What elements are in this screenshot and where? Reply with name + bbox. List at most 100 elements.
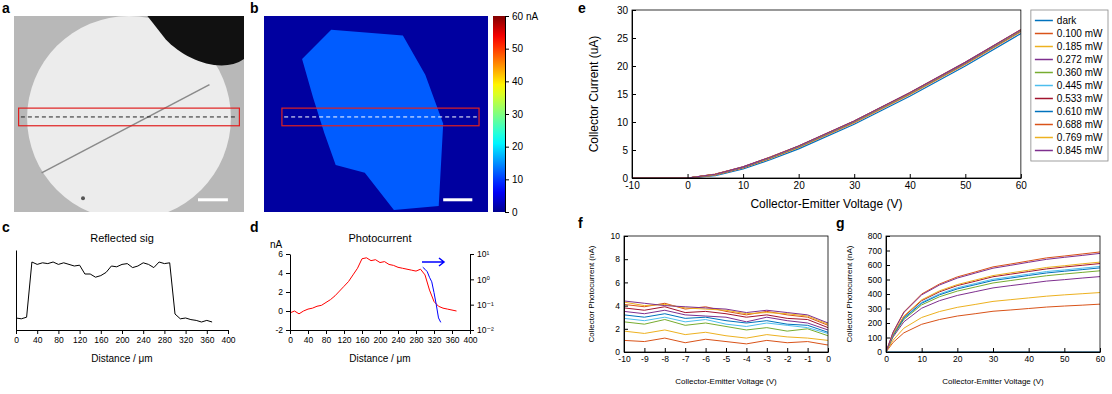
- colorbar: [493, 16, 505, 212]
- tick-mark: [632, 178, 636, 179]
- x-axis-title: Collector-Emitter Voltage (V): [675, 377, 777, 386]
- series-line: [290, 258, 457, 314]
- tick-mark: [1100, 348, 1101, 352]
- tick-mark: [854, 174, 855, 178]
- tick: 6: [278, 249, 290, 259]
- panel: 04080120160200240280320360400-2024610⁻²1…: [270, 232, 494, 364]
- tick: 320: [427, 330, 441, 345]
- tick-label: 2: [615, 324, 620, 334]
- tick: 50: [960, 174, 972, 191]
- y-axis: 0100200300400500600700800: [868, 231, 890, 357]
- tick: 10⁻¹: [470, 300, 494, 310]
- tick: 160: [355, 330, 369, 345]
- plot-area: [290, 258, 457, 323]
- tick-label: 120: [73, 335, 87, 345]
- tick-mark: [726, 348, 727, 352]
- panel: 01020304050600100200300400500600700800Co…: [845, 231, 1105, 386]
- tick: 100: [868, 333, 890, 343]
- tick: -7: [682, 348, 690, 364]
- x-axis-title: Collector-Emitter Voltage (V): [942, 377, 1044, 386]
- map-background: [264, 16, 488, 212]
- axis-line: [470, 255, 471, 331]
- tick-mark: [886, 323, 890, 324]
- tick-label: -9: [641, 354, 649, 364]
- tick: 10⁰: [470, 275, 490, 285]
- legend-label: 0.445 mW: [1057, 80, 1103, 91]
- legend-label: 0.272 mW: [1057, 54, 1103, 65]
- axis-line: [625, 352, 829, 353]
- tick-mark: [886, 265, 890, 266]
- chart-title: Reflected sig: [90, 232, 154, 244]
- tick-mark: [743, 174, 744, 178]
- tick: 0: [877, 347, 890, 357]
- scale-bar: [443, 198, 472, 201]
- image-panel: [14, 16, 244, 220]
- series-line: [886, 268, 1100, 352]
- tick-label: 4: [278, 268, 283, 278]
- legend-label: 0.533 mW: [1057, 93, 1103, 104]
- tick-label: 25: [617, 33, 629, 44]
- tick-mark: [632, 10, 636, 11]
- tick-mark: [910, 174, 911, 178]
- tick: 20: [794, 174, 806, 191]
- tick-label: 800: [868, 231, 882, 241]
- tick-label: 10: [917, 354, 927, 364]
- tick-mark: [207, 330, 208, 334]
- image-panel: [264, 16, 488, 212]
- tick-label: 80: [54, 335, 64, 345]
- tick: 700: [868, 246, 890, 256]
- dust: [81, 196, 85, 200]
- x-axis-title: Distance / μm: [91, 353, 152, 364]
- tick-label: -6: [702, 354, 710, 364]
- plot-area: [886, 252, 1100, 352]
- tick: 0: [505, 207, 518, 218]
- tick: -8: [662, 348, 670, 364]
- tick: 200: [373, 330, 387, 345]
- scan-box: [19, 108, 240, 126]
- plot-frame: [632, 10, 1021, 178]
- x-axis: -10-9-8-7-6-5-4-3-2-10: [618, 348, 831, 364]
- x-axis: -100102030405060: [625, 174, 1027, 191]
- tick-label: 10⁻¹: [477, 300, 494, 310]
- series-line: [624, 310, 828, 330]
- tick-label: 50: [512, 43, 524, 54]
- series-line: [632, 30, 1021, 178]
- panel-label: f: [578, 215, 583, 231]
- tick-label: -10: [618, 354, 631, 364]
- tick: 30: [989, 348, 999, 364]
- tick: 160: [94, 330, 108, 345]
- tick: 120: [337, 330, 351, 345]
- tick-mark: [828, 348, 829, 352]
- legend-swatch: [1035, 150, 1053, 152]
- tick: 80: [322, 330, 332, 345]
- tick-label: 0: [877, 347, 882, 357]
- series-line: [886, 262, 1100, 352]
- x-axis: 04080120160200240280320360400: [14, 330, 236, 345]
- tick: 15: [617, 89, 636, 100]
- tick: 4: [278, 268, 290, 278]
- y-axis-title: nA: [270, 239, 283, 250]
- tick-label: 30: [617, 5, 629, 16]
- tick-label: 8: [615, 254, 620, 264]
- tick-label: 0: [278, 306, 283, 316]
- tick-label: 200: [373, 335, 387, 345]
- tick-label: 200: [868, 318, 882, 328]
- tick-mark: [80, 330, 81, 334]
- tick: 400: [463, 330, 477, 345]
- panel: 04080120160200240280320360400Reflected s…: [14, 232, 236, 364]
- x-axis: 04080120160200240280320360400: [288, 330, 478, 345]
- tick-label: 360: [445, 335, 459, 345]
- panel-label: b: [250, 0, 259, 16]
- tick: -3: [764, 348, 772, 364]
- y-axis-title: Collector Current (uA): [587, 36, 601, 153]
- tick-label: 400: [868, 289, 882, 299]
- tick-label: -2: [275, 325, 283, 335]
- x-axis-title: Collector-Emitter Voltage (V): [750, 197, 902, 211]
- tick-label: 80: [322, 335, 332, 345]
- tick: 6: [615, 278, 628, 288]
- series-line: [624, 302, 828, 324]
- tick: 20: [617, 61, 636, 72]
- tick-label: 600: [868, 260, 882, 270]
- plot-area: [632, 30, 1021, 178]
- tick-label: 100: [868, 333, 882, 343]
